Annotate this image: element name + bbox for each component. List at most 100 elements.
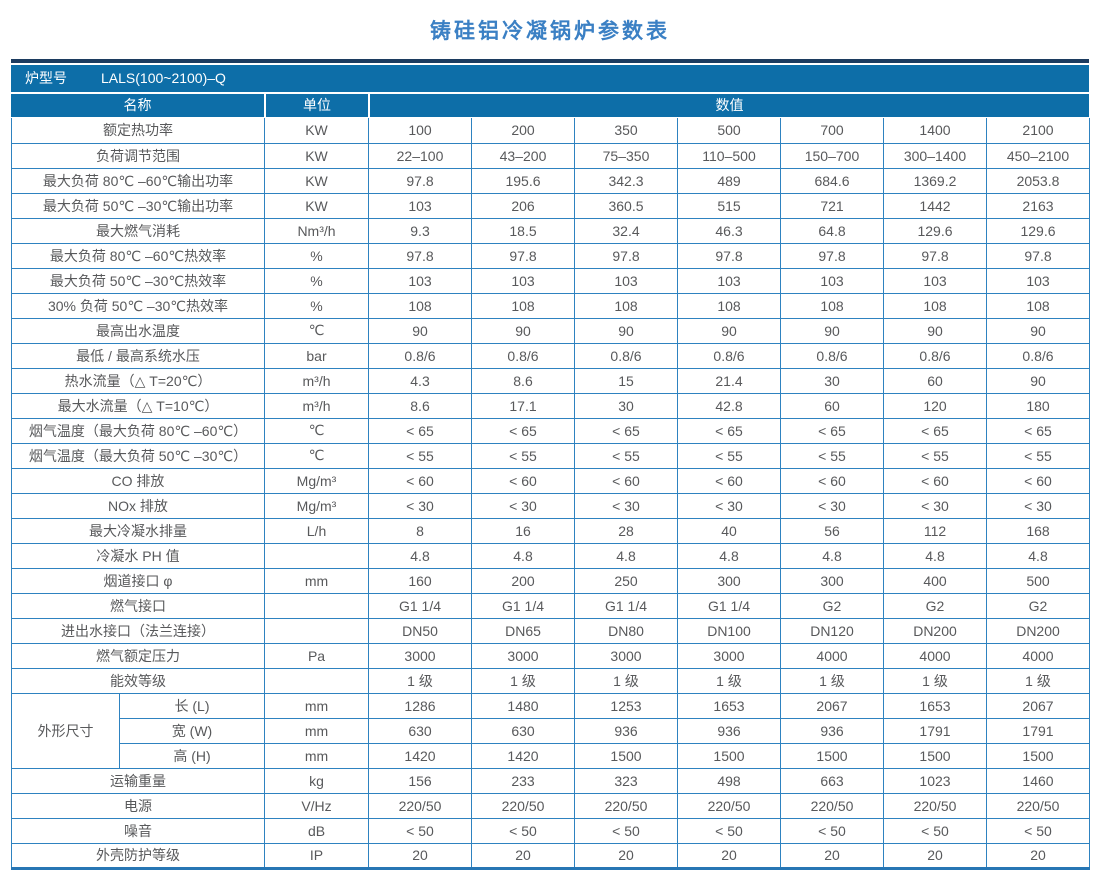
value-cell: 220/50 <box>471 792 575 819</box>
value-cell: G1 1/4 <box>368 592 472 619</box>
value-cell: 110–500 <box>677 142 781 169</box>
value-cell: 60 <box>883 367 987 394</box>
value-cell: < 55 <box>780 442 884 469</box>
value-cell: < 65 <box>368 417 472 444</box>
value-cell: 97.8 <box>368 167 472 194</box>
value-cell: 4.8 <box>471 542 575 569</box>
row-label: 宽 (W) <box>119 717 265 744</box>
table-row: 外形尺寸长 (L) mm 1286 1480 1253 1653 2067 1653 2067 <box>11 692 1090 769</box>
row-label: 最高出水温度 <box>11 317 265 344</box>
value-cell: 4.8 <box>986 542 1090 569</box>
value-cell: 129.6 <box>986 217 1090 244</box>
row-label: 最大负荷 80℃ –60℃热效率 <box>11 242 265 269</box>
value-cell: 30 <box>780 367 884 394</box>
unit-cell: Nm³/h <box>264 217 369 244</box>
table-row: 最高出水温度 ℃ 90 90 90 90 90 90 90 <box>11 317 1090 344</box>
unit-cell: % <box>264 267 369 294</box>
value-cell: 103 <box>574 267 678 294</box>
value-cell: DN80 <box>574 617 678 644</box>
value-cell: 300 <box>677 567 781 594</box>
table-row: 最大负荷 80℃ –60℃输出功率 KW 97.8 195.6 342.3 489 684.… <box>11 167 1090 194</box>
value-cell: G2 <box>986 592 1090 619</box>
value-cell: 90 <box>677 317 781 344</box>
value-cell: 250 <box>574 567 678 594</box>
value-cell: 4.8 <box>368 542 472 569</box>
value-cell: 1 级 <box>986 667 1090 694</box>
value-cell: < 30 <box>574 492 678 519</box>
value-cell: G2 <box>883 592 987 619</box>
value-cell: 90 <box>986 367 1090 394</box>
value-cell: < 55 <box>883 442 987 469</box>
value-cell: 1653 <box>883 692 987 719</box>
table-row: 运输重量 kg 156 233 323 498 663 1023 1460 <box>11 767 1090 794</box>
unit-cell: mm <box>264 567 369 594</box>
model-bar: 炉型号 LALS(100~2100)–Q <box>11 65 1089 92</box>
unit-cell: mm <box>264 717 369 744</box>
value-cell: 700 <box>780 118 884 144</box>
value-cell: < 55 <box>986 442 1090 469</box>
table-row: 外壳防护等级 IP 20 20 20 20 20 20 20 <box>11 842 1090 869</box>
unit-cell: % <box>264 292 369 319</box>
parameter-table: 炉型号 LALS(100~2100)–Q 名称 单位 数值 额定热功率 KW 100 2… <box>11 59 1090 870</box>
row-label: 30% 负荷 50℃ –30℃热效率 <box>11 292 265 319</box>
value-cell: 20 <box>986 842 1090 869</box>
unit-cell: mm <box>264 742 369 769</box>
value-cell: < 65 <box>780 417 884 444</box>
row-label: 燃气接口 <box>11 592 265 619</box>
value-cell: 75–350 <box>574 142 678 169</box>
value-cell: < 50 <box>471 817 575 844</box>
value-cell: 400 <box>883 567 987 594</box>
unit-cell: KW <box>264 192 369 219</box>
unit-cell: KW <box>264 142 369 169</box>
unit-cell: ℃ <box>264 417 369 444</box>
value-cell: < 60 <box>986 467 1090 494</box>
row-label: 长 (L) <box>119 692 265 719</box>
value-cell: 936 <box>574 717 678 744</box>
table-row: 热水流量（△ T=20℃） m³/h 4.3 8.6 15 21.4 30 60 90 <box>11 367 1090 394</box>
row-label: 运输重量 <box>11 767 265 794</box>
table-row: NOx 排放 Mg/m³ < 30 < 30 < 30 < 30 < 30 < 30 < 30 <box>11 492 1090 519</box>
value-cell: < 60 <box>883 467 987 494</box>
value-cell: 90 <box>574 317 678 344</box>
value-cell: < 30 <box>471 492 575 519</box>
value-cell: 206 <box>471 192 575 219</box>
value-cell: 1791 <box>883 717 987 744</box>
row-label: 最大负荷 50℃ –30℃输出功率 <box>11 192 265 219</box>
value-cell: 220/50 <box>368 792 472 819</box>
table-row: 电源 V/Hz 220/50 220/50 220/50 220/50 220/50 220/… <box>11 792 1090 819</box>
value-cell: 20 <box>574 842 678 869</box>
value-cell: 97.8 <box>677 242 781 269</box>
value-cell: 60 <box>780 392 884 419</box>
value-cell: 1500 <box>986 742 1090 769</box>
table-body: 额定热功率 KW 100 200 350 500 700 1400 2100 负荷调节范围 KW 22… <box>11 118 1090 869</box>
value-cell: 97.8 <box>368 242 472 269</box>
value-cell: 450–2100 <box>986 142 1090 169</box>
unit-cell: kg <box>264 767 369 794</box>
value-cell: < 60 <box>677 467 781 494</box>
table-row: 最大冷凝水排量 L/h 8 16 28 40 56 112 168 <box>11 517 1090 544</box>
value-cell: 663 <box>780 767 884 794</box>
value-cell: 20 <box>368 842 472 869</box>
value-cell: 1 级 <box>574 667 678 694</box>
value-cell: 103 <box>780 267 884 294</box>
value-cell: 515 <box>677 192 781 219</box>
value-cell: 21.4 <box>677 367 781 394</box>
value-cell: 1369.2 <box>883 167 987 194</box>
unit-cell <box>264 592 369 619</box>
value-cell: 0.8/6 <box>368 342 472 369</box>
value-cell: < 60 <box>780 467 884 494</box>
value-cell: 721 <box>780 192 884 219</box>
unit-cell: mm <box>264 692 369 719</box>
row-label: 燃气额定压力 <box>11 642 265 669</box>
table-row: 30% 负荷 50℃ –30℃热效率% 108 108 108 108 108 108 108 <box>11 292 1090 319</box>
value-cell: 1400 <box>883 118 987 144</box>
unit-cell: KW <box>264 118 369 144</box>
value-cell: 46.3 <box>677 217 781 244</box>
unit-cell: % <box>264 242 369 269</box>
value-cell: < 50 <box>368 817 472 844</box>
value-cell: 168 <box>986 517 1090 544</box>
value-cell: DN200 <box>883 617 987 644</box>
value-cell: 103 <box>677 267 781 294</box>
value-cell: 489 <box>677 167 781 194</box>
value-cell: 4.8 <box>883 542 987 569</box>
